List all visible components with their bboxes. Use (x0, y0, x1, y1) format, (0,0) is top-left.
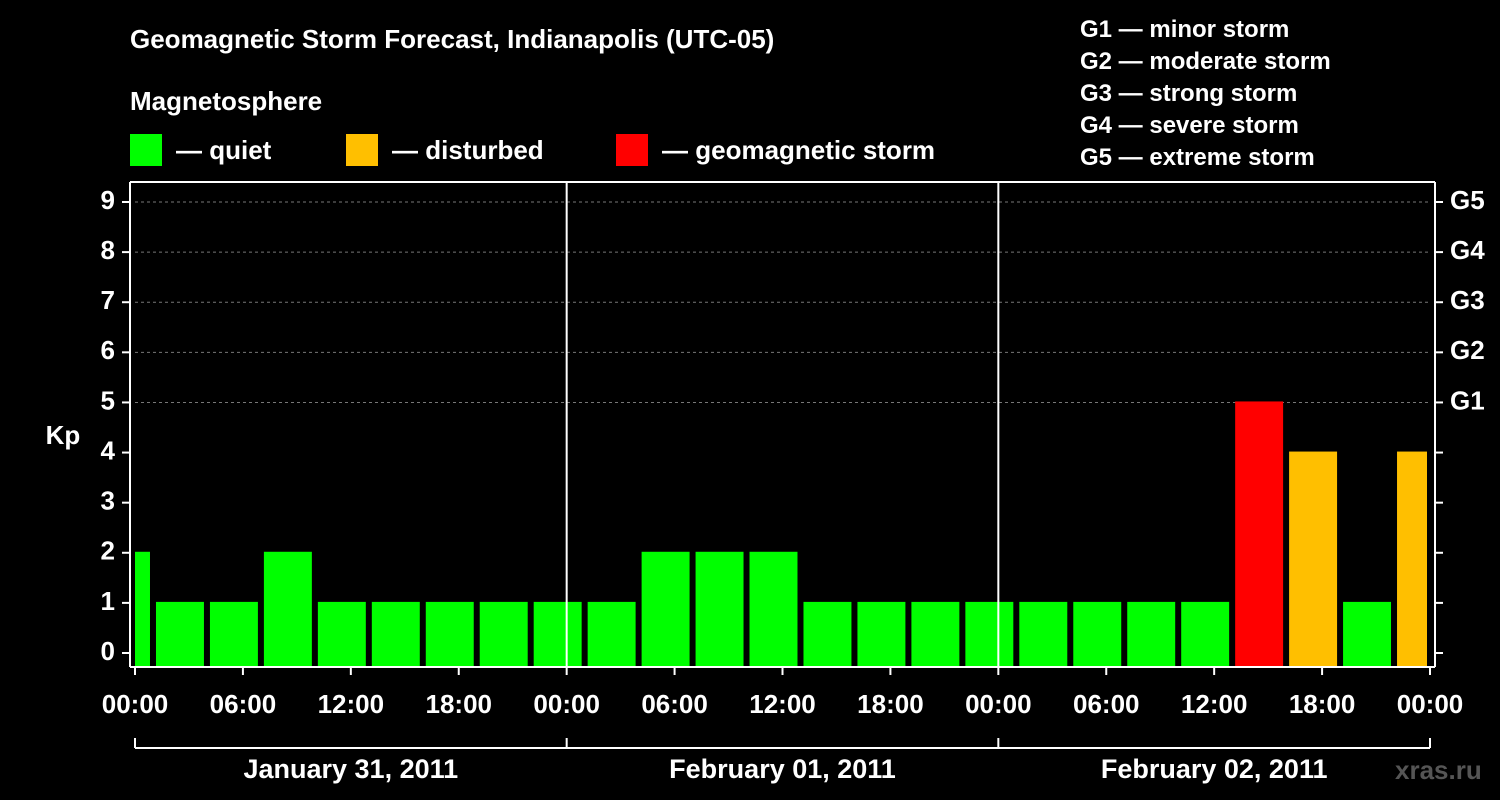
y-tick-label-0: 0 (101, 636, 115, 666)
y-tick-label-7: 7 (101, 285, 115, 315)
y-tick-label-6: 6 (101, 335, 115, 365)
bar-19 (1127, 601, 1176, 667)
x-tick-label-6: 12:00 (749, 689, 816, 719)
bar-20 (1181, 601, 1230, 667)
y-tick-label-4: 4 (101, 435, 116, 465)
storm-scale-g4: G4 — severe storm (1080, 112, 1299, 139)
right-axis-label-g2: G2 (1450, 335, 1485, 365)
y-tick-label-1: 1 (101, 586, 115, 616)
x-tick-label-3: 18:00 (426, 689, 493, 719)
chart-title: Geomagnetic Storm Forecast, Indianapolis… (130, 24, 775, 54)
x-tick-label-0: 00:00 (102, 689, 169, 719)
bar-7 (479, 601, 528, 667)
x-tick-label-12: 00:00 (1397, 689, 1464, 719)
bar-8 (533, 601, 582, 667)
legend-label-quiet: — quiet (176, 135, 272, 165)
y-tick-label-8: 8 (101, 235, 115, 265)
y-tick-label-5: 5 (101, 385, 115, 415)
bar-12 (749, 551, 798, 667)
x-tick-label-11: 18:00 (1289, 689, 1356, 719)
x-tick-label-8: 00:00 (965, 689, 1032, 719)
bar-3 (263, 551, 312, 667)
bar-18 (1073, 601, 1122, 667)
day-label-1: February 01, 2011 (669, 754, 896, 784)
bar-23 (1343, 601, 1392, 667)
storm-scale-g3: G3 — strong storm (1080, 80, 1298, 107)
bar-24 (1397, 451, 1427, 667)
bar-1 (155, 601, 204, 667)
x-tick-label-4: 00:00 (533, 689, 600, 719)
watermark: xras.ru (1395, 755, 1482, 785)
day-label-2: February 02, 2011 (1101, 754, 1328, 784)
y-axis-label: Kp (46, 420, 81, 450)
x-tick-label-2: 12:00 (318, 689, 385, 719)
bar-13 (803, 601, 852, 667)
y-tick-label-9: 9 (101, 185, 115, 215)
gridlines (135, 201, 1430, 403)
legend-heading: Magnetosphere (130, 86, 323, 116)
legend-swatch-quiet (130, 134, 162, 166)
bar-14 (857, 601, 906, 667)
x-tick-label-1: 06:00 (210, 689, 277, 719)
x-tick-label-5: 06:00 (641, 689, 708, 719)
legend-swatch-storm (616, 134, 648, 166)
x-tick-label-10: 12:00 (1181, 689, 1248, 719)
bar-21 (1235, 401, 1284, 667)
bar-22 (1289, 451, 1338, 667)
bar-17 (1019, 601, 1068, 667)
right-axis-label-g5: G5 (1450, 185, 1485, 215)
bar-9 (587, 601, 636, 667)
day-label-0: January 31, 2011 (243, 754, 458, 784)
bar-16 (965, 601, 1014, 667)
right-axis-label-g3: G3 (1450, 285, 1485, 315)
legend-swatch-disturbed (346, 134, 378, 166)
storm-scale-g1: G1 — minor storm (1080, 16, 1290, 43)
bar-5 (371, 601, 420, 667)
x-tick-label-7: 18:00 (857, 689, 924, 719)
storm-scale-g5: G5 — extreme storm (1080, 144, 1315, 171)
bar-11 (695, 551, 744, 667)
legend-label-disturbed: — disturbed (392, 135, 544, 165)
axes: 0 1 2 3 4 5 6 7 8 9 G1 G2 G3 G4 G5 00:00 06:00 12:00 18:00… (101, 181, 1485, 784)
bar-10 (641, 551, 690, 667)
x-tick-label-9: 06:00 (1073, 689, 1140, 719)
storm-scale-g2: G2 — moderate storm (1080, 48, 1331, 75)
bar-15 (911, 601, 960, 667)
bar-4 (317, 601, 366, 667)
bar-0 (135, 551, 150, 667)
bar-2 (209, 601, 258, 667)
right-axis-label-g4: G4 (1450, 235, 1485, 265)
storm-scale-legend: G1 — minor storm G2 — moderate storm G3 … (1080, 14, 1331, 174)
right-axis-label-g1: G1 (1450, 385, 1485, 415)
y-tick-label-3: 3 (101, 486, 115, 516)
y-tick-label-2: 2 (101, 536, 115, 566)
legend-label-storm: — geomagnetic storm (662, 135, 936, 165)
bar-6 (425, 601, 474, 667)
bars (135, 401, 1427, 667)
